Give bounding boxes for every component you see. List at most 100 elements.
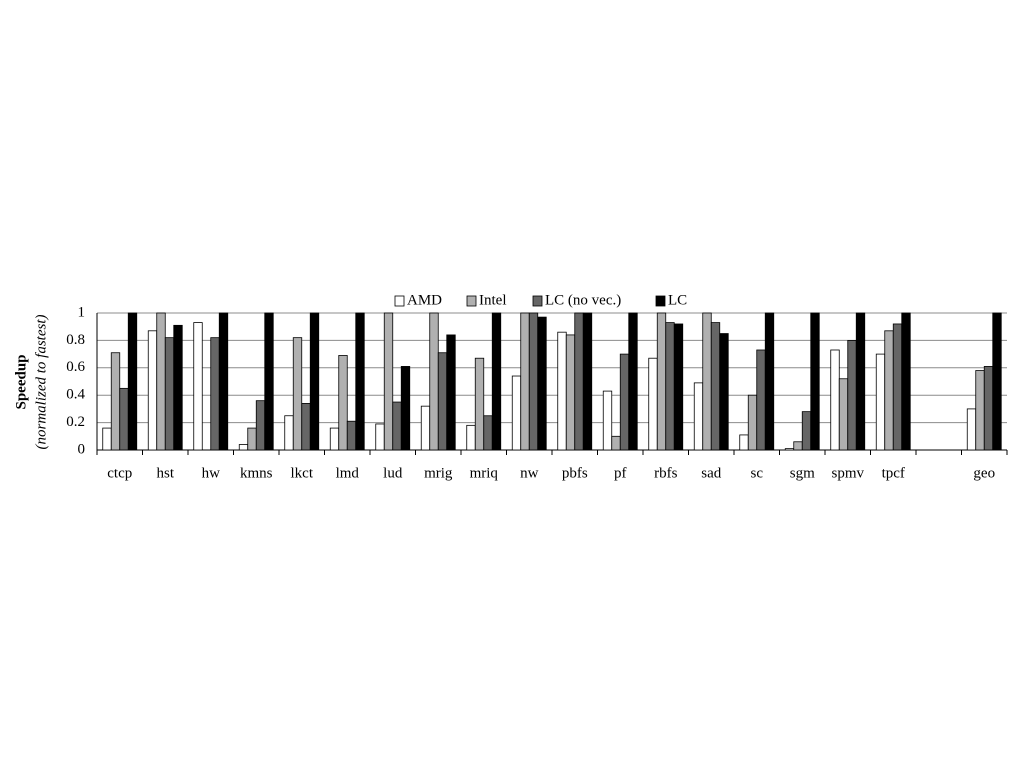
bar — [673, 323, 684, 451]
bar — [392, 401, 402, 451]
x-tick-label: lud — [383, 465, 403, 481]
bar — [838, 378, 849, 451]
x-tick-label: sad — [701, 465, 721, 481]
bar — [710, 322, 721, 451]
y-axis-label: Speedup — [13, 354, 29, 409]
bar — [446, 334, 456, 451]
bar — [375, 423, 385, 451]
y-tick-label: 0 — [78, 441, 86, 457]
x-tick-label: hw — [202, 465, 221, 481]
bar — [739, 434, 749, 451]
bar — [901, 312, 911, 451]
bar — [210, 337, 220, 451]
bar — [747, 394, 758, 451]
bar — [420, 405, 431, 451]
x-tick-label: tpcf — [882, 465, 905, 481]
x-tick-label: pbfs — [562, 465, 588, 481]
bar — [147, 330, 158, 451]
bar — [648, 357, 658, 451]
legend-label: Intel — [479, 292, 507, 308]
bar — [474, 357, 485, 451]
bar — [110, 352, 121, 451]
legend-label: AMD — [407, 292, 442, 308]
legend-label: LC — [668, 292, 687, 308]
x-tick-label: hst — [156, 465, 174, 481]
bar — [264, 312, 274, 451]
y-tick-label: 1 — [78, 304, 86, 320]
bar — [884, 330, 894, 451]
x-tick-label: geo — [973, 465, 995, 481]
bar — [301, 403, 311, 451]
bar — [875, 353, 886, 451]
bar — [292, 337, 303, 451]
x-tick-label: lmd — [336, 465, 360, 481]
bar — [992, 312, 1002, 451]
legend-label: LC (no vec.) — [545, 292, 621, 308]
bar — [346, 420, 357, 451]
bar — [847, 339, 857, 451]
bar — [693, 382, 704, 451]
bar — [218, 312, 229, 451]
legend-swatch — [655, 295, 666, 307]
bar — [537, 316, 547, 451]
bar — [702, 312, 712, 451]
bar — [801, 411, 812, 451]
x-tick-label: pf — [614, 465, 627, 481]
bar — [582, 312, 593, 451]
x-tick-label: nw — [520, 465, 539, 481]
bar — [511, 375, 522, 451]
bar — [119, 387, 129, 451]
legend-swatch — [394, 295, 405, 307]
x-tick-label: mriq — [470, 465, 499, 481]
bar — [483, 415, 493, 451]
bar — [491, 312, 502, 451]
bar — [975, 370, 985, 451]
x-tick-label: ctcp — [107, 465, 132, 481]
y-tick-label: 0.8 — [66, 332, 85, 348]
bar — [102, 427, 112, 451]
legend-swatch — [466, 295, 477, 307]
bar — [355, 312, 365, 451]
bar — [784, 448, 795, 451]
bar — [656, 312, 667, 451]
bar — [565, 334, 576, 451]
bar — [574, 312, 584, 451]
bar — [437, 352, 448, 451]
bar — [611, 435, 621, 451]
bar — [127, 312, 138, 451]
bar — [156, 312, 166, 451]
bar — [756, 349, 766, 451]
bar — [238, 444, 249, 451]
bar — [309, 312, 320, 451]
bar — [628, 312, 638, 451]
bar — [247, 427, 257, 451]
x-tick-label: lkct — [291, 465, 314, 481]
bar — [793, 441, 803, 451]
bar — [466, 424, 476, 451]
y-tick-label: 0.4 — [66, 387, 85, 403]
bar — [810, 312, 820, 451]
x-tick-label: sgm — [790, 465, 815, 481]
bar — [830, 349, 840, 451]
y-tick-label: 0.2 — [66, 414, 85, 430]
bar — [528, 312, 539, 451]
bar — [602, 390, 613, 451]
bar — [400, 366, 411, 451]
bar — [892, 323, 903, 451]
bar — [329, 427, 340, 451]
bar — [193, 322, 203, 451]
bar — [383, 312, 394, 451]
bar — [173, 324, 183, 451]
bar — [966, 408, 977, 451]
y-axis-sublabel: (normalized to fastest) — [33, 315, 49, 450]
y-tick-label: 0.6 — [66, 359, 85, 375]
x-tick-label: spmv — [831, 465, 864, 481]
bar — [719, 333, 729, 451]
bar — [764, 312, 775, 451]
bar — [557, 331, 567, 451]
x-tick-label: rbfs — [654, 465, 677, 481]
bar — [665, 322, 675, 451]
bar — [983, 366, 994, 451]
bar — [429, 312, 439, 451]
bar — [255, 400, 266, 451]
